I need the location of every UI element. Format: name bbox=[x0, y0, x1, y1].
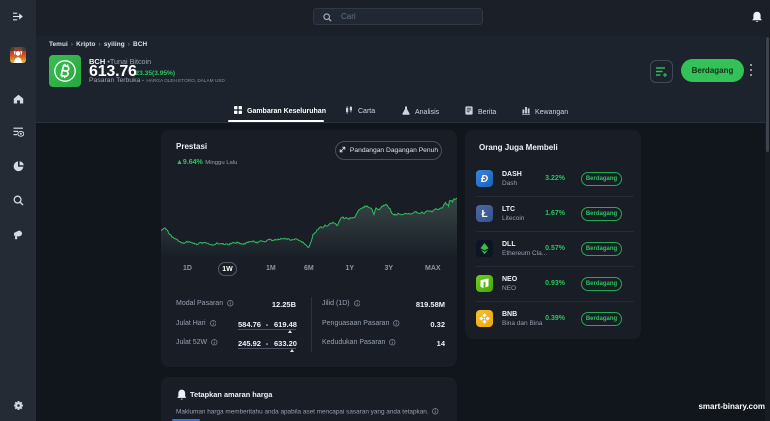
svg-text:Đ: Đ bbox=[481, 174, 488, 185]
svg-text:Ł: Ł bbox=[481, 209, 487, 220]
